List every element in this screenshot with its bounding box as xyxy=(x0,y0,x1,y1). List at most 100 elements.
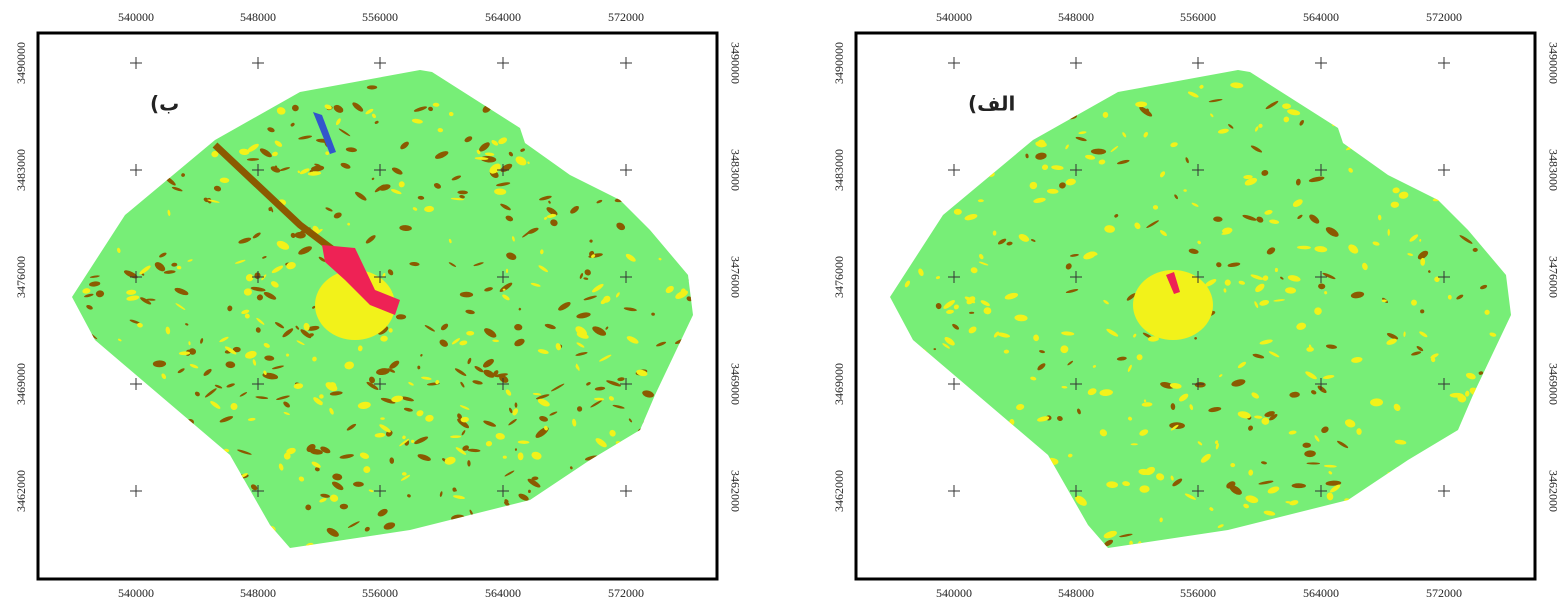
brown-patch xyxy=(1031,239,1036,242)
brown-patch xyxy=(484,287,493,292)
brown-patch xyxy=(182,468,190,476)
blue-zone xyxy=(313,112,336,154)
brown-patch xyxy=(1295,178,1301,186)
x-tick-label: 572000 xyxy=(608,10,644,24)
brown-patch xyxy=(1411,351,1422,356)
brown-patch xyxy=(599,163,611,171)
yellow-patch xyxy=(918,268,924,277)
grid-cross xyxy=(130,378,142,390)
brown-patch xyxy=(1250,145,1263,153)
brown-patch xyxy=(522,229,534,238)
yellow-patch xyxy=(120,90,127,94)
brown-patch xyxy=(594,386,606,391)
grid-cross xyxy=(497,378,509,390)
x-tick-label: 564000 xyxy=(1303,586,1339,600)
yellow-patch xyxy=(894,235,902,243)
yellow-patch xyxy=(639,189,650,195)
grid-cross xyxy=(1070,485,1082,497)
yellow-patch xyxy=(948,512,959,520)
grid-cross xyxy=(1070,164,1082,176)
yellow-patch xyxy=(1124,80,1137,88)
yellow-patch xyxy=(625,88,634,95)
yellow-patch xyxy=(1184,493,1196,500)
brown-patch xyxy=(123,270,138,279)
yellow-patch xyxy=(82,96,92,103)
yellow-patch xyxy=(276,107,286,115)
brown-patch xyxy=(102,176,115,185)
brown-patch xyxy=(1325,480,1342,486)
brown-patch xyxy=(659,96,666,100)
brown-patch xyxy=(520,148,525,152)
yellow-patch xyxy=(1209,507,1214,511)
red-zone xyxy=(322,245,400,315)
brown-patch xyxy=(377,326,389,335)
brown-patch xyxy=(1494,465,1500,472)
brown-patch xyxy=(570,116,584,125)
yellow-patch xyxy=(303,322,310,331)
brown-patch xyxy=(213,185,222,192)
yellow-patch xyxy=(230,402,238,410)
brown-patch xyxy=(612,458,618,463)
brown-patch xyxy=(312,305,316,309)
yellow-patch xyxy=(1320,73,1334,81)
grid-cross xyxy=(374,378,386,390)
yellow-patch xyxy=(1142,81,1151,87)
yellow-patch xyxy=(466,330,475,336)
yellow-patch xyxy=(450,435,462,438)
brown-patch xyxy=(239,392,248,397)
brown-patch xyxy=(129,319,140,324)
brown-patch xyxy=(1297,214,1303,220)
yellow-patch xyxy=(109,195,116,200)
brown-patch xyxy=(457,190,468,195)
brown-patch xyxy=(1502,335,1510,339)
yellow-patch xyxy=(946,309,954,314)
brown-patch xyxy=(499,375,509,383)
yellow-patch xyxy=(1189,539,1200,547)
brown-patch xyxy=(1227,262,1241,267)
yellow-patch xyxy=(895,510,902,517)
brown-patch xyxy=(171,262,178,267)
grid-cross xyxy=(252,57,264,69)
brown-patch xyxy=(549,411,558,416)
brown-patch xyxy=(1472,247,1478,252)
brown-patch xyxy=(233,87,247,93)
brown-patch xyxy=(1103,539,1114,547)
brown-patch xyxy=(132,414,144,421)
brown-patch xyxy=(1401,76,1417,83)
x-tick-label: 548000 xyxy=(240,10,276,24)
brown-patch xyxy=(152,360,167,368)
brown-patch xyxy=(687,455,692,463)
brown-patch xyxy=(592,326,607,336)
yellow-patch xyxy=(1484,456,1497,464)
brown-patch xyxy=(655,483,670,491)
brown-patch xyxy=(546,207,558,216)
brown-patch xyxy=(1467,509,1473,513)
brown-patch xyxy=(72,529,80,539)
grid-cross xyxy=(1438,164,1450,176)
yellow-patch xyxy=(939,402,950,406)
brown-patch xyxy=(105,416,117,421)
grid-cross xyxy=(1192,57,1204,69)
yellow-patch xyxy=(1065,178,1076,186)
brown-patch xyxy=(83,293,94,298)
brown-patch xyxy=(290,122,295,127)
brown-patch xyxy=(387,269,394,276)
brown-patch xyxy=(338,128,351,137)
brown-patch xyxy=(279,167,291,171)
yellow-patch xyxy=(494,188,507,195)
grid-cross xyxy=(948,378,960,390)
brown-patch xyxy=(254,109,258,115)
yellow-patch xyxy=(1245,495,1259,504)
yellow-patch xyxy=(83,138,93,142)
yellow-patch xyxy=(94,160,100,164)
brown-patch xyxy=(407,494,411,498)
yellow-patch xyxy=(608,154,619,161)
yellow-patch xyxy=(1219,374,1223,378)
brown-patch xyxy=(389,360,400,369)
yellow-patch xyxy=(1170,424,1179,431)
brown-patch xyxy=(601,141,617,146)
yellow-patch xyxy=(344,361,354,370)
brown-patch xyxy=(91,133,95,137)
grid-cross xyxy=(1315,485,1327,497)
